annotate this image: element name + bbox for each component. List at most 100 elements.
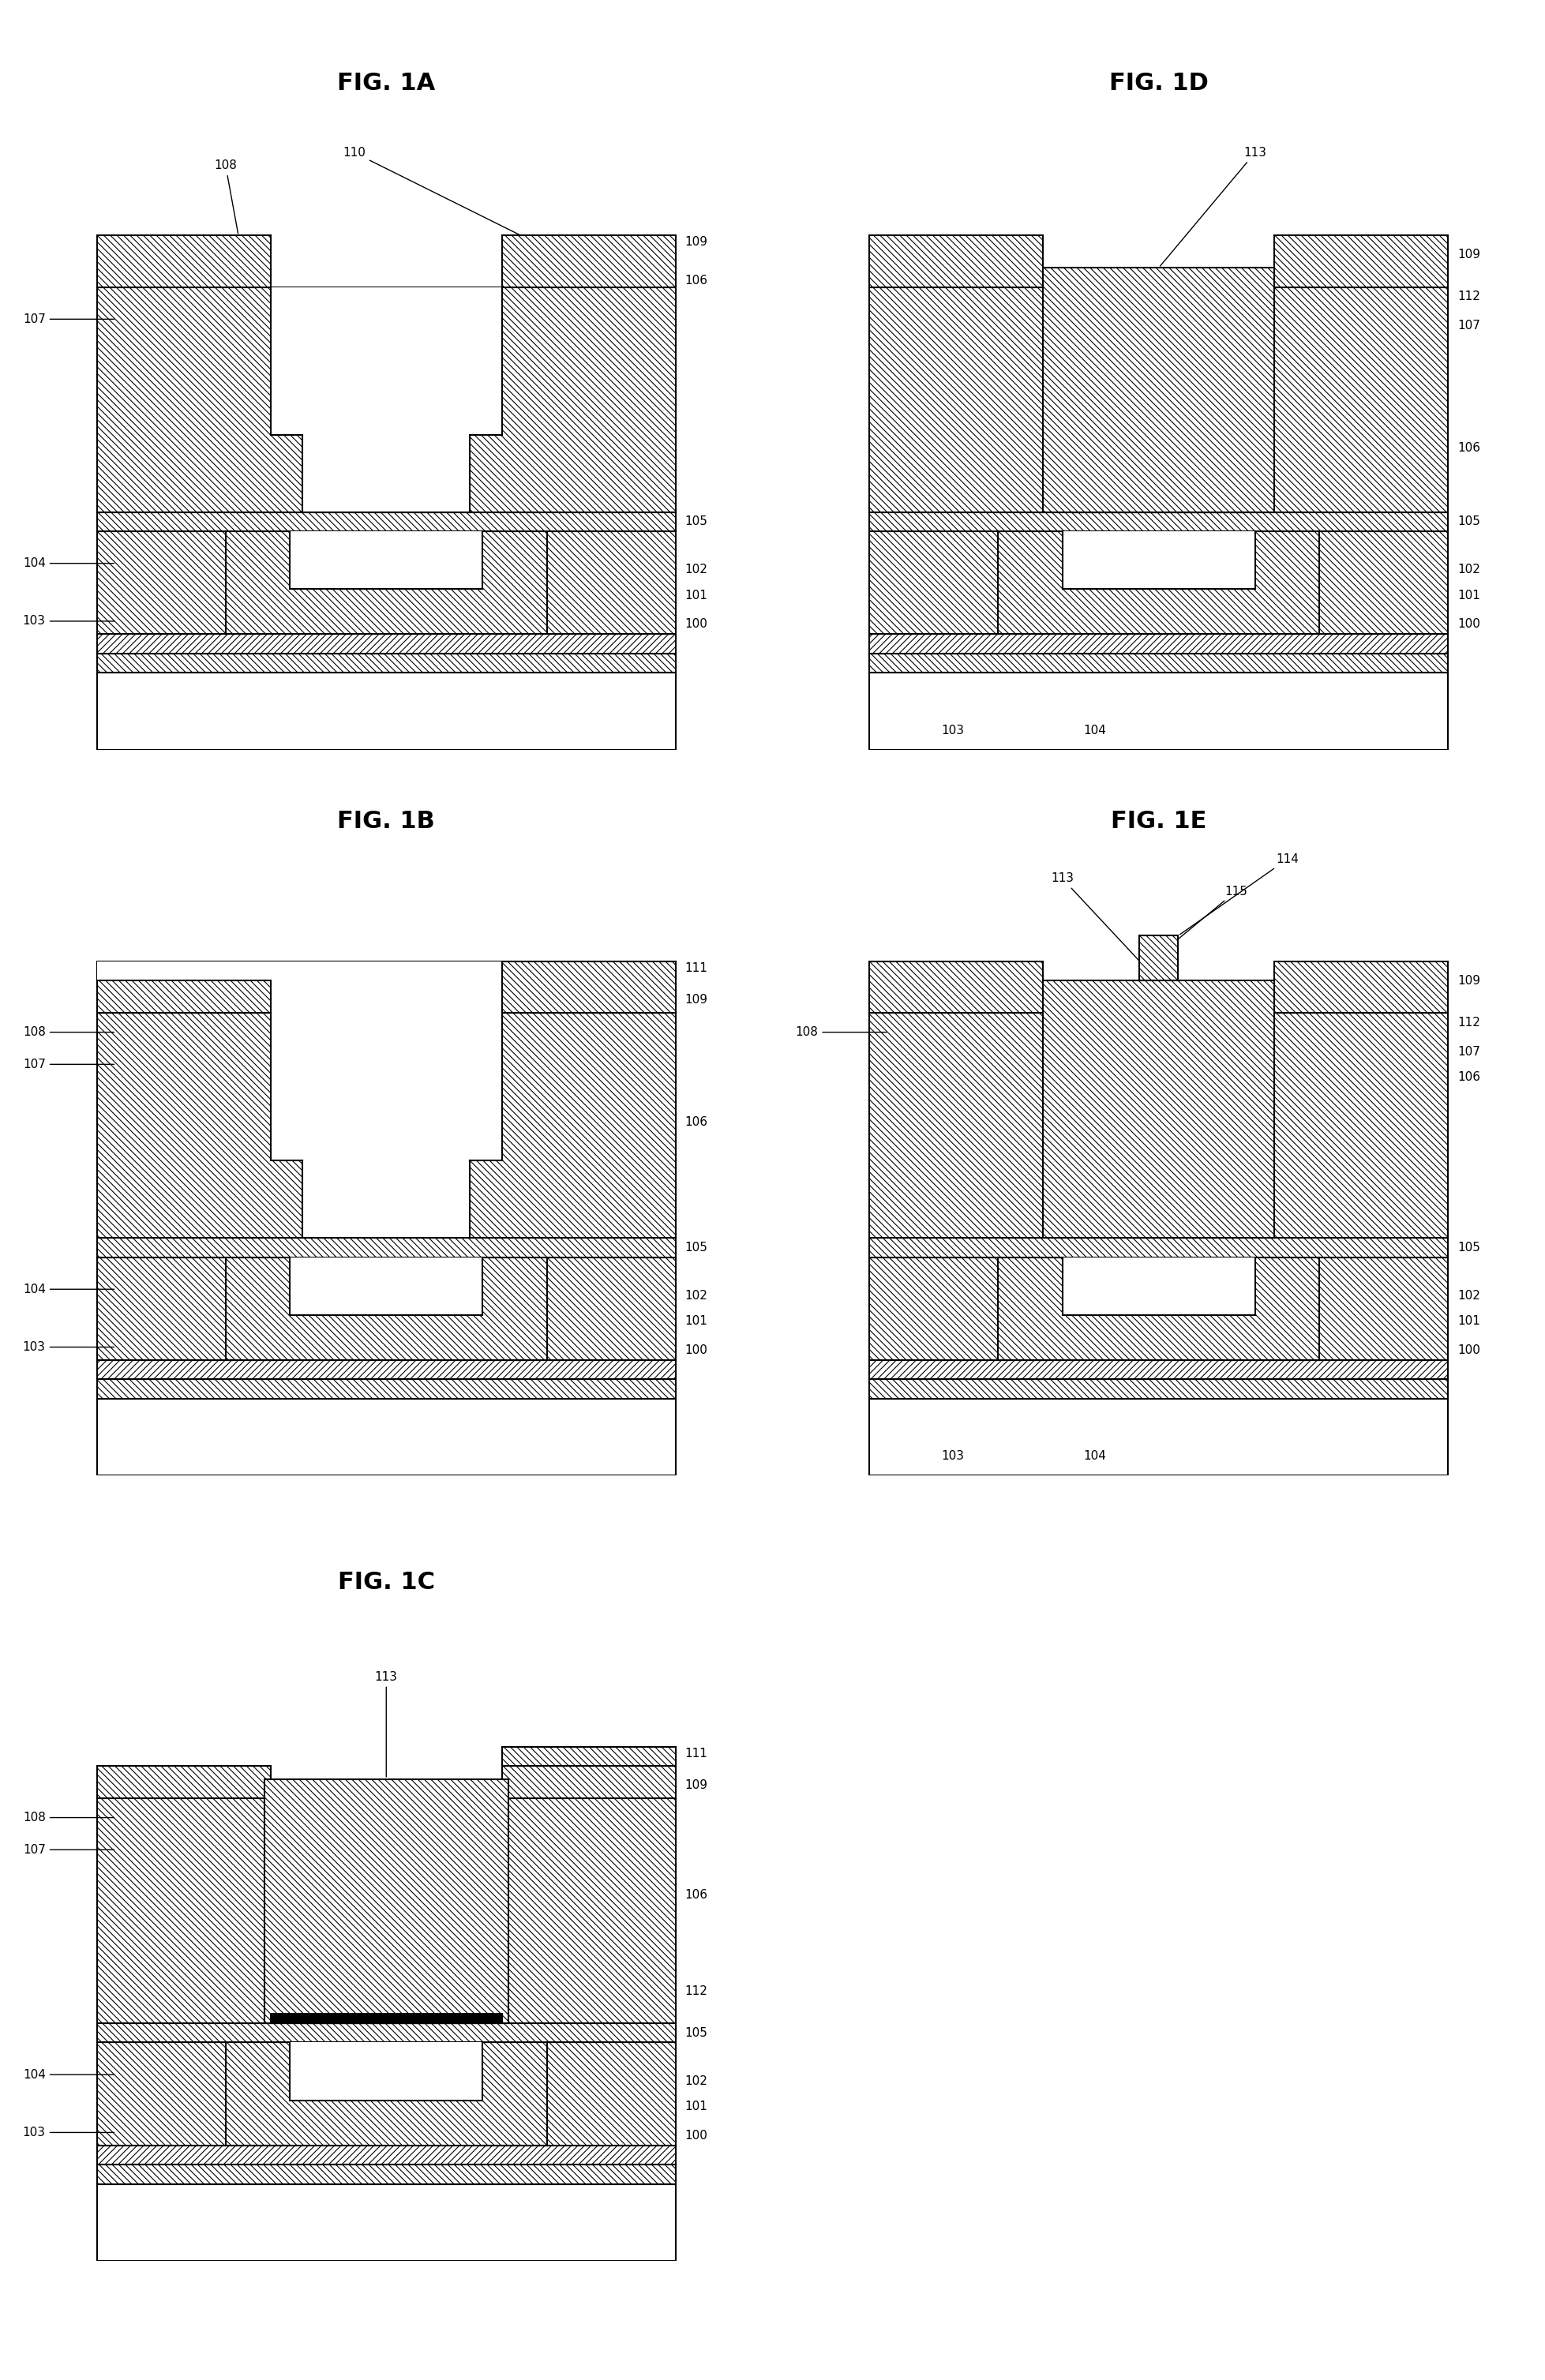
- Text: 102: 102: [684, 564, 708, 576]
- Text: FIG. 1B: FIG. 1B: [337, 809, 436, 833]
- Text: 102: 102: [1457, 1290, 1480, 1302]
- Bar: [97, 2166, 675, 2185]
- Text: 106: 106: [684, 1890, 708, 1902]
- Bar: [870, 236, 1043, 288]
- Text: 103: 103: [941, 724, 964, 735]
- Bar: [870, 1399, 1448, 1476]
- Bar: [97, 981, 270, 1014]
- Bar: [264, 1778, 508, 2023]
- Bar: [870, 512, 1448, 531]
- Bar: [97, 1766, 270, 1799]
- Bar: [502, 236, 675, 288]
- Text: 108: 108: [215, 159, 238, 233]
- Bar: [870, 1380, 1448, 1399]
- Text: 108: 108: [796, 1026, 887, 1038]
- Bar: [290, 2042, 482, 2099]
- Text: 101: 101: [684, 2102, 708, 2113]
- Text: 100: 100: [684, 2130, 708, 2142]
- Bar: [502, 1747, 675, 1799]
- Text: 104: 104: [1083, 1449, 1106, 1461]
- Text: 112: 112: [684, 1985, 708, 1997]
- Text: 107: 107: [1457, 1045, 1480, 1057]
- Bar: [870, 1359, 1448, 1378]
- Text: 109: 109: [1457, 250, 1480, 262]
- Text: 105: 105: [684, 516, 708, 528]
- Bar: [290, 1257, 482, 1314]
- Text: 110: 110: [343, 148, 519, 236]
- Bar: [97, 1359, 675, 1378]
- Bar: [1043, 269, 1275, 512]
- Text: 114: 114: [1180, 854, 1299, 935]
- Bar: [870, 531, 1448, 633]
- Text: 101: 101: [1457, 590, 1480, 602]
- Bar: [1043, 1014, 1275, 1161]
- Text: 100: 100: [684, 1345, 708, 1357]
- Text: 101: 101: [684, 590, 708, 602]
- Bar: [1140, 935, 1177, 981]
- Bar: [97, 633, 675, 652]
- Text: FIG. 1A: FIG. 1A: [337, 71, 436, 95]
- Bar: [97, 1238, 675, 1257]
- Text: 111: 111: [684, 1747, 708, 1759]
- Text: 109: 109: [684, 995, 708, 1007]
- Text: 103: 103: [23, 616, 114, 626]
- Text: 106: 106: [684, 274, 708, 286]
- Text: 108: 108: [23, 1026, 114, 1038]
- Bar: [97, 512, 675, 531]
- Bar: [97, 288, 675, 512]
- Text: 104: 104: [23, 2068, 114, 2080]
- Bar: [870, 633, 1448, 652]
- Bar: [1043, 288, 1275, 436]
- Bar: [97, 1257, 675, 1359]
- Text: 109: 109: [684, 1780, 708, 1792]
- Text: 104: 104: [23, 557, 114, 569]
- Bar: [97, 2042, 675, 2144]
- Text: 103: 103: [23, 1342, 114, 1352]
- Bar: [870, 1238, 1448, 1257]
- Bar: [1275, 236, 1448, 288]
- Text: 104: 104: [1083, 724, 1106, 735]
- Bar: [97, 1799, 675, 2023]
- Text: 112: 112: [1457, 1016, 1480, 1028]
- Text: 101: 101: [684, 1316, 708, 1328]
- Text: 102: 102: [684, 2075, 708, 2087]
- Bar: [270, 1799, 502, 1947]
- Text: 108: 108: [23, 1811, 114, 1823]
- Bar: [870, 288, 1448, 512]
- Text: 109: 109: [1457, 976, 1480, 988]
- Text: FIG. 1D: FIG. 1D: [1109, 71, 1208, 95]
- Text: 105: 105: [1457, 1242, 1480, 1254]
- Text: 115: 115: [1160, 885, 1247, 954]
- Bar: [870, 652, 1448, 674]
- Text: 104: 104: [23, 1283, 114, 1295]
- Bar: [1075, 436, 1242, 512]
- Bar: [97, 1399, 675, 1476]
- Text: 107: 107: [23, 314, 114, 326]
- Bar: [97, 1380, 675, 1399]
- Bar: [1275, 962, 1448, 1014]
- Text: 100: 100: [684, 619, 708, 631]
- Text: 113: 113: [375, 1671, 397, 1778]
- Bar: [1063, 1257, 1255, 1314]
- Bar: [870, 674, 1448, 750]
- Text: 113: 113: [1051, 873, 1145, 966]
- Bar: [1063, 531, 1255, 588]
- Text: 103: 103: [941, 1449, 964, 1461]
- Text: 103: 103: [23, 2128, 114, 2137]
- Text: 105: 105: [684, 2028, 708, 2040]
- Bar: [270, 288, 502, 436]
- Text: FIG. 1E: FIG. 1E: [1111, 809, 1207, 833]
- Text: 100: 100: [1457, 619, 1480, 631]
- Text: 105: 105: [1457, 516, 1480, 528]
- Bar: [870, 1014, 1448, 1238]
- Text: 106: 106: [1457, 1071, 1480, 1083]
- Bar: [303, 1947, 470, 2023]
- Bar: [303, 1161, 470, 1238]
- Text: 109: 109: [684, 236, 708, 248]
- Text: 113: 113: [1160, 148, 1267, 267]
- Text: 107: 107: [23, 1844, 114, 1856]
- Bar: [97, 531, 675, 633]
- Bar: [97, 2185, 675, 2261]
- Text: 111: 111: [684, 962, 708, 973]
- Text: 112: 112: [1457, 290, 1480, 302]
